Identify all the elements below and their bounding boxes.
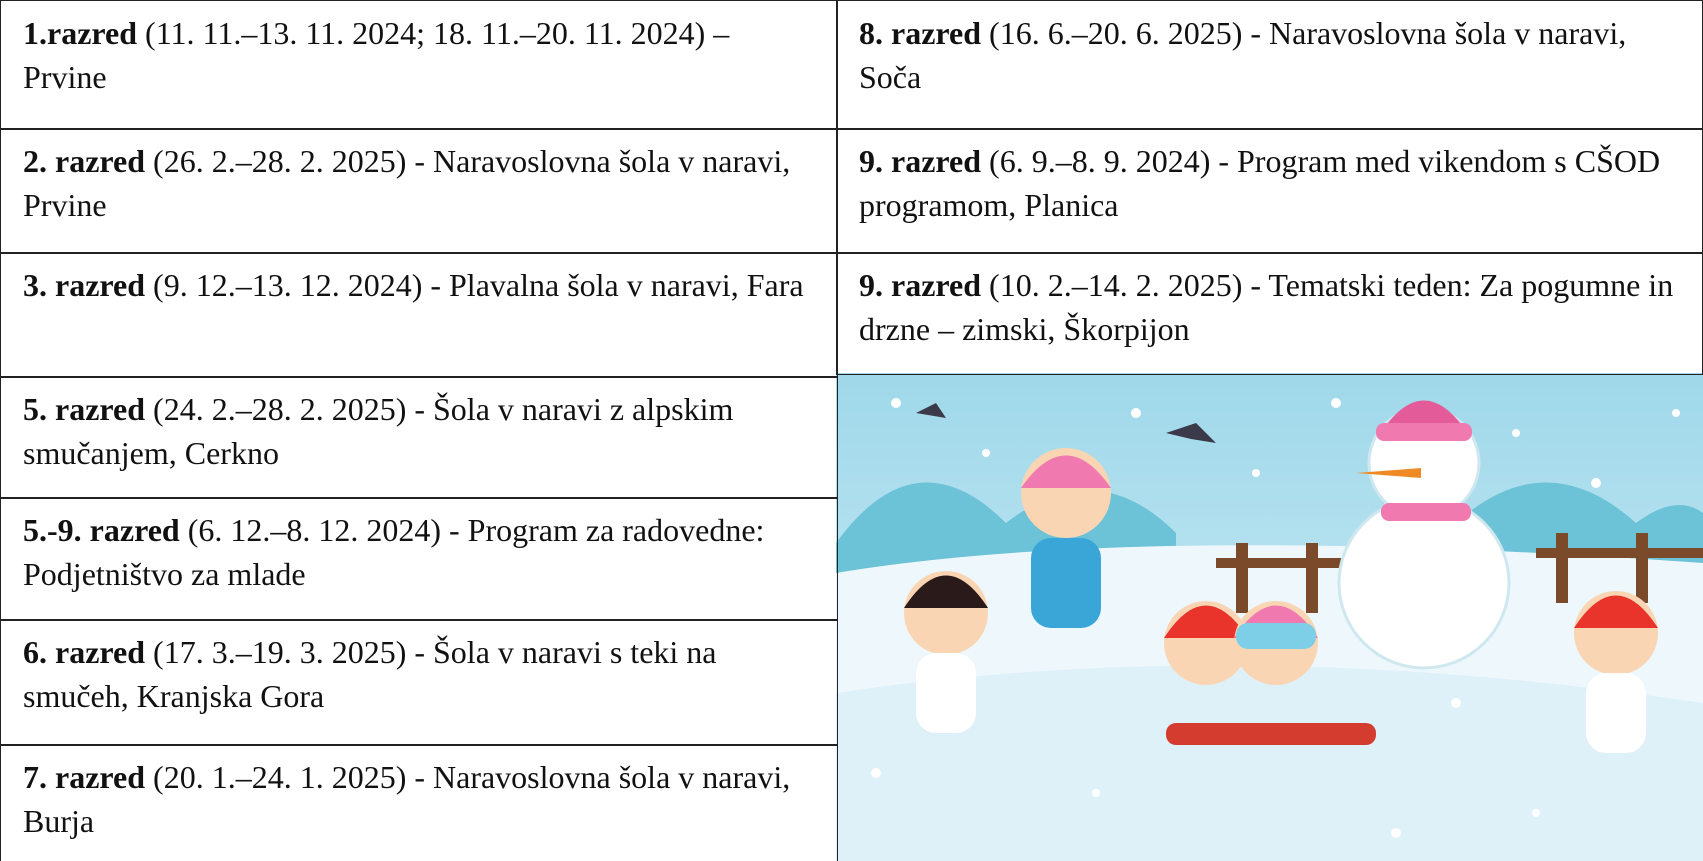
cell-text: (26. 2.–28. 2. 2025) - Naravoslovna šola… xyxy=(23,143,791,223)
table-cell: 1.razred (11. 11.–13. 11. 2024; 18. 11.–… xyxy=(0,0,838,130)
cell-heading: 3. razred xyxy=(23,267,146,303)
cell-heading: 9. razred xyxy=(859,143,982,179)
winter-illustration xyxy=(836,373,1703,861)
child xyxy=(1021,448,1111,628)
table-cell: 9. razred (6. 9.–8. 9. 2024) - Program m… xyxy=(836,128,1703,254)
cell-text: (9. 12.–13. 12. 2024) - Plavalna šola v … xyxy=(153,267,804,303)
table-cell: 7. razred (20. 1.–24. 1. 2025) - Naravos… xyxy=(0,744,838,861)
cell-heading: 8. razred xyxy=(859,15,982,51)
table-cell: 5. razred (24. 2.–28. 2. 2025) - Šola v … xyxy=(0,376,838,499)
cell-text: (11. 11.–13. 11. 2024; 18. 11.–20. 11. 2… xyxy=(23,15,730,95)
cell-heading: 7. razred xyxy=(23,759,146,795)
cell-text: (6. 9.–8. 9. 2024) - Program med vikendo… xyxy=(859,143,1661,223)
cell-heading: 5. razred xyxy=(23,391,146,427)
cell-heading: 5.-9. razred xyxy=(23,512,180,548)
cell-text: (24. 2.–28. 2. 2025) - Šola v naravi z a… xyxy=(23,391,734,471)
cell-text: (6. 12.–8. 12. 2024) - Program za radove… xyxy=(23,512,765,592)
cell-text: (20. 1.–24. 1. 2025) - Naravoslovna šola… xyxy=(23,759,791,839)
cell-heading: 2. razred xyxy=(23,143,146,179)
cell-text: (17. 3.–19. 3. 2025) - Šola v naravi s t… xyxy=(23,634,717,714)
cell-heading: 1.razred xyxy=(23,15,138,51)
table-cell: 5.-9. razred (6. 12.–8. 12. 2024) - Prog… xyxy=(0,497,838,621)
table-cell: 8. razred (16. 6.–20. 6. 2025) - Naravos… xyxy=(836,0,1703,130)
cell-text: (10. 2.–14. 2. 2025) - Tematski teden: Z… xyxy=(859,267,1674,347)
cell-text: (16. 6.–20. 6. 2025) - Naravoslovna šola… xyxy=(859,15,1627,95)
table-cell: 9. razred (10. 2.–14. 2. 2025) - Tematsk… xyxy=(836,252,1703,375)
cell-heading: 9. razred xyxy=(859,267,982,303)
table-cell: 6. razred (17. 3.–19. 3. 2025) - Šola v … xyxy=(0,619,838,746)
table-cell: 2. razred (26. 2.–28. 2. 2025) - Naravos… xyxy=(0,128,838,254)
table-cell: 3. razred (9. 12.–13. 12. 2024) - Plaval… xyxy=(0,252,838,378)
cell-heading: 6. razred xyxy=(23,634,146,670)
